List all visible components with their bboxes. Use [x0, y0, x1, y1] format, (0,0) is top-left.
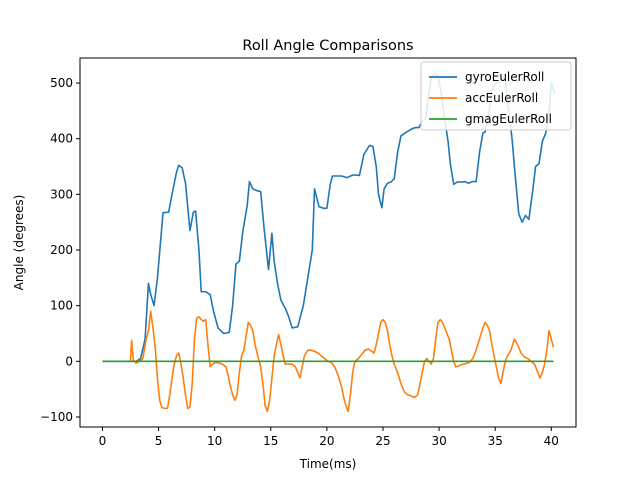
legend-box [420, 61, 572, 131]
plot-frame [79, 57, 577, 428]
chart-title: Roll Angle Comparisons [242, 38, 413, 54]
legend-label-gmagEulerRoll: gmagEulerRoll [465, 112, 552, 126]
x-tick-label: 25 [375, 434, 390, 448]
x-tick-label: 40 [544, 434, 559, 448]
series-line-accEulerRoll [129, 310, 555, 413]
y-tick-label: 200 [50, 243, 73, 257]
plot-area: 0 5 10 15 20 25 30 35 40 −100 0 100 200 300 400 500 [40, 57, 577, 448]
y-tick-label: 500 [50, 76, 73, 90]
x-tick-label: 0 [99, 434, 107, 448]
x-tick-label: 10 [207, 434, 222, 448]
x-tick-label: 35 [488, 434, 503, 448]
legend-label-accEulerRoll: accEulerRoll [465, 91, 538, 105]
y-tick-label: 400 [50, 132, 73, 146]
legend: gyroEulerRoll accEulerRoll gmagEulerRoll [420, 61, 572, 131]
y-tick-label: 100 [50, 299, 73, 313]
legend-label-gyroEulerRoll: gyroEulerRoll [465, 70, 544, 84]
x-axis-label: Time(ms) [299, 457, 357, 471]
x-tick-label: 20 [319, 434, 334, 448]
x-tick-label: 5 [155, 434, 163, 448]
x-tick-label: 30 [431, 434, 446, 448]
y-tick-label: 0 [65, 354, 73, 368]
x-tick-label: 15 [263, 434, 278, 448]
y-tick-label: −100 [40, 410, 73, 424]
y-tick-label: 300 [50, 187, 73, 201]
y-axis-label: Angle (degrees) [12, 195, 26, 291]
